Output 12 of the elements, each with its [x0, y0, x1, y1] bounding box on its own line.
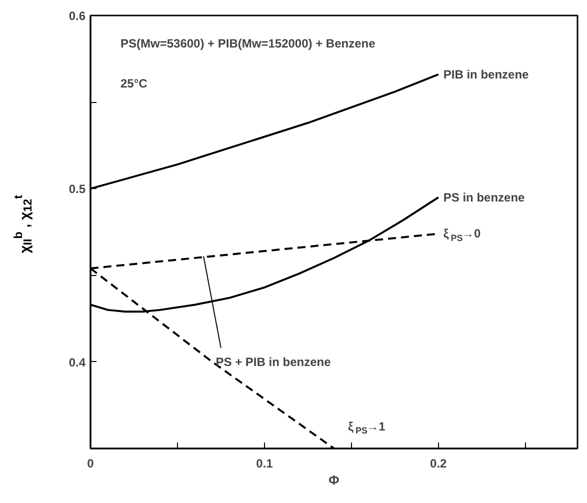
- series-label: PIB in benzene: [443, 67, 530, 82]
- series-label: PS in benzene: [443, 190, 526, 204]
- x-axis-title: Φ: [328, 472, 340, 488]
- x-tick-label: 0.2: [430, 456, 448, 470]
- y-tick-label: 0.5: [68, 182, 86, 196]
- annotation: PS(Mw=53600) + PIB(Mw=152000) + Benzene: [120, 36, 376, 50]
- annotation: PS + PIB in benzene: [216, 354, 332, 369]
- y-tick-label: 0.6: [68, 9, 86, 23]
- annotation: 25°C: [120, 76, 148, 90]
- x-tick-label: 0.1: [256, 456, 274, 470]
- x-tick-label: 0: [87, 456, 94, 470]
- y-tick-label: 0.4: [68, 355, 86, 370]
